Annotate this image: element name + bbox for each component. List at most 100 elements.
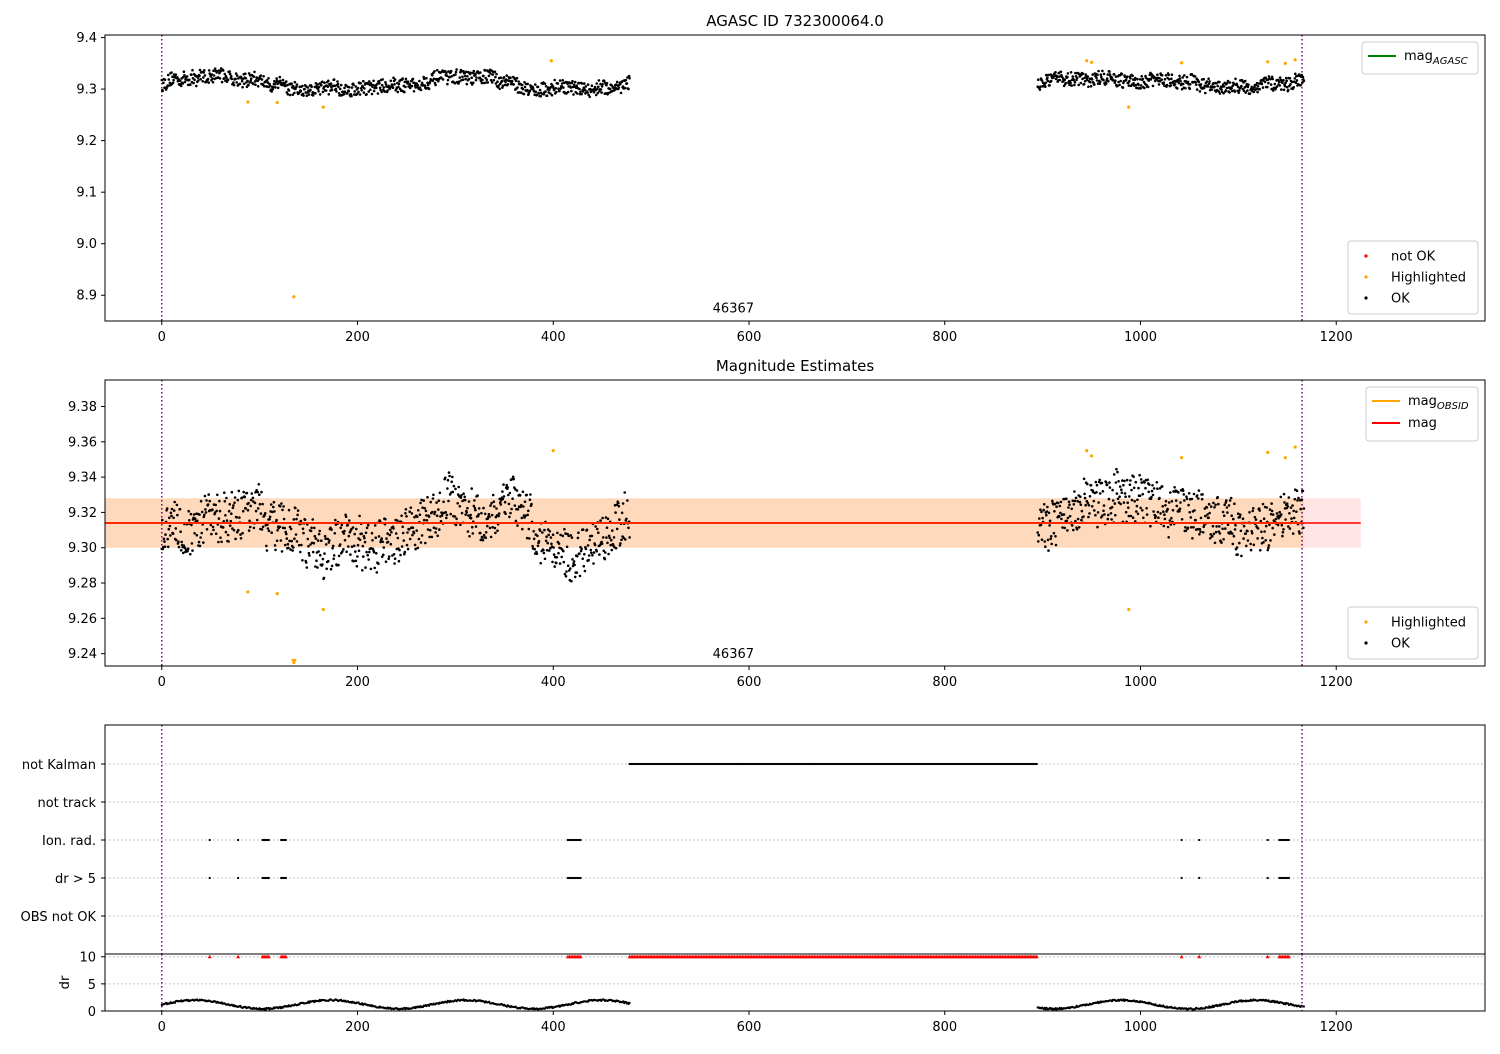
ok-point bbox=[549, 536, 553, 539]
flag-point bbox=[1027, 762, 1031, 766]
ok-point bbox=[1204, 514, 1207, 518]
ok-point bbox=[177, 77, 180, 81]
flag-point bbox=[980, 762, 984, 766]
ok-point bbox=[482, 81, 486, 85]
ok-point bbox=[1090, 78, 1094, 81]
ok-point bbox=[272, 505, 275, 509]
flag-point bbox=[814, 762, 818, 766]
ok-point bbox=[1111, 499, 1115, 502]
ok-point bbox=[387, 557, 391, 561]
ok-point bbox=[163, 540, 166, 543]
ok-point bbox=[354, 550, 357, 553]
ok-point bbox=[291, 549, 295, 552]
ok-point bbox=[471, 532, 475, 535]
flag-point bbox=[954, 762, 957, 766]
flag-point bbox=[799, 762, 802, 766]
ok-point bbox=[355, 565, 359, 568]
ok-point bbox=[1213, 506, 1216, 509]
ok-point bbox=[411, 526, 415, 529]
ok-point bbox=[160, 78, 164, 82]
ok-point bbox=[1061, 526, 1064, 529]
ok-point bbox=[1086, 482, 1089, 486]
ok-point bbox=[1282, 492, 1286, 496]
flag-point bbox=[897, 762, 901, 766]
flag-point bbox=[916, 762, 919, 766]
ok-point bbox=[1192, 492, 1196, 496]
ok-point bbox=[302, 94, 305, 97]
flag-point bbox=[893, 762, 896, 766]
ok-point bbox=[285, 91, 289, 94]
ok-point bbox=[309, 543, 312, 546]
ok-point bbox=[576, 536, 580, 540]
ok-point bbox=[444, 511, 448, 514]
ok-point bbox=[470, 76, 474, 79]
ok-point bbox=[1058, 78, 1062, 82]
ok-point bbox=[303, 87, 306, 91]
ok-point bbox=[362, 91, 366, 94]
ok-point bbox=[1233, 528, 1237, 531]
ok-point bbox=[1047, 549, 1050, 552]
flag-point bbox=[927, 762, 930, 766]
ok-point bbox=[397, 82, 401, 86]
ok-point bbox=[516, 86, 519, 89]
ok-point bbox=[206, 77, 210, 81]
ok-point bbox=[1143, 481, 1146, 484]
flag-point bbox=[875, 762, 879, 766]
ok-point bbox=[1115, 492, 1119, 495]
flag-point bbox=[1266, 876, 1269, 880]
y-tick-label: 0 bbox=[88, 1005, 96, 1020]
ok-point bbox=[238, 82, 242, 86]
ok-point bbox=[601, 83, 604, 86]
ok-point bbox=[412, 531, 416, 535]
ok-point bbox=[1048, 84, 1051, 87]
ok-point bbox=[324, 537, 327, 540]
ok-point bbox=[347, 89, 351, 93]
ok-point bbox=[1082, 515, 1085, 518]
ok-point bbox=[611, 529, 614, 532]
ok-point bbox=[337, 92, 341, 95]
flag-point bbox=[577, 876, 581, 880]
ok-point bbox=[489, 78, 493, 82]
ok-point bbox=[353, 532, 357, 536]
ok-point bbox=[509, 511, 512, 515]
ok-point bbox=[1174, 499, 1178, 502]
flag-point bbox=[930, 762, 933, 766]
ok-point bbox=[1267, 546, 1270, 549]
ok-point bbox=[500, 79, 504, 83]
ok-point bbox=[1276, 78, 1280, 82]
ok-point bbox=[486, 524, 489, 528]
ok-point bbox=[175, 538, 178, 542]
ok-point bbox=[396, 519, 399, 522]
obsid-annotation: 46367 bbox=[713, 301, 754, 316]
ok-point bbox=[167, 527, 171, 531]
ok-point bbox=[608, 87, 612, 91]
ok-point bbox=[202, 541, 205, 544]
ok-point bbox=[1095, 483, 1099, 487]
ok-point bbox=[1183, 74, 1186, 77]
flag-point bbox=[736, 762, 739, 766]
ok-point bbox=[469, 71, 472, 75]
flag-point bbox=[811, 762, 814, 766]
ok-point bbox=[597, 85, 600, 89]
flag-point bbox=[281, 838, 284, 842]
ok-point bbox=[249, 79, 252, 83]
ok-point bbox=[536, 534, 539, 538]
ok-point bbox=[449, 69, 453, 73]
ok-point bbox=[1251, 509, 1254, 513]
ok-point bbox=[1098, 82, 1101, 85]
ok-point bbox=[1211, 524, 1215, 528]
ok-point bbox=[536, 544, 540, 548]
ok-point bbox=[276, 529, 279, 532]
ok-point bbox=[197, 79, 200, 82]
ok-point bbox=[246, 79, 249, 83]
ok-point bbox=[1079, 503, 1083, 507]
ok-point bbox=[1090, 505, 1094, 508]
ok-point bbox=[1236, 553, 1239, 556]
ok-point bbox=[200, 531, 203, 535]
ok-point bbox=[455, 68, 458, 71]
highlighted-point bbox=[1089, 454, 1094, 458]
ok-point bbox=[339, 83, 343, 87]
ok-point bbox=[1101, 490, 1105, 493]
ok-point bbox=[388, 533, 392, 537]
ok-point bbox=[1108, 481, 1111, 484]
